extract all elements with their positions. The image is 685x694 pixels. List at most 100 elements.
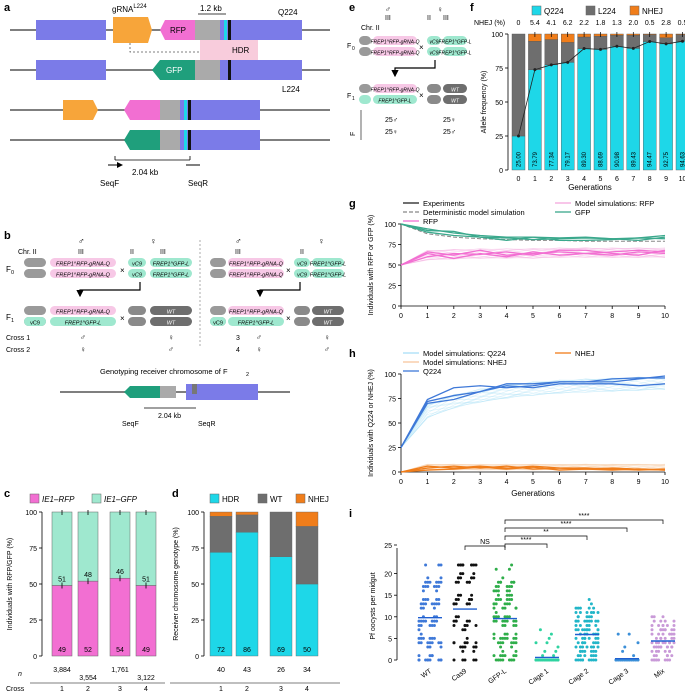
data-point	[496, 580, 500, 584]
data-point	[419, 632, 423, 636]
data-point	[654, 654, 658, 658]
chr-ii-vc9-bot	[427, 47, 441, 56]
legend-model-rfp-label: Model simulations: RFP	[575, 199, 654, 208]
data-point	[456, 598, 460, 602]
x-tick-label: WT	[420, 667, 434, 679]
data-point	[581, 628, 585, 632]
x-tick-label: 8	[610, 479, 614, 486]
cross-label: Cross 2	[6, 347, 30, 354]
bar-value-label: 89.30	[582, 151, 588, 167]
x-tick-label: 10	[661, 313, 669, 320]
data-point	[472, 649, 476, 653]
data-point	[589, 654, 593, 658]
data-point	[426, 576, 430, 580]
data-point	[472, 576, 476, 580]
bar-Q224	[642, 41, 657, 171]
chr-iii-label: III	[160, 249, 166, 256]
data-point	[596, 636, 600, 640]
count-label: 25♂	[385, 117, 398, 124]
data-point	[432, 606, 436, 610]
bar-IE1–GFP	[135, 511, 157, 586]
data-point	[465, 619, 469, 623]
chr-ii-wt-top	[294, 306, 310, 315]
data-point	[470, 576, 474, 580]
chr-ii-bot	[24, 269, 46, 278]
chr-ii-wt-bot	[294, 317, 310, 326]
nhej-value: 2.0	[628, 20, 638, 27]
amplicon-label: 2.04 kb	[158, 413, 181, 420]
data-point	[421, 636, 425, 640]
y-tick-label: 15	[384, 593, 392, 600]
data-point	[510, 580, 514, 584]
amplicon-ticks	[114, 156, 191, 160]
data-point	[663, 628, 667, 632]
data-point	[461, 628, 465, 632]
y-tick-label: 10	[384, 615, 392, 622]
chr-iii-label: III	[443, 15, 449, 22]
data-point	[492, 654, 496, 658]
chr-iii-gfp-label: FREP1^GFP-L	[153, 273, 190, 279]
data-point	[503, 654, 507, 658]
gfp-label: GFP	[166, 66, 182, 75]
data-point	[654, 658, 658, 662]
data-point	[505, 593, 509, 597]
data-point	[461, 649, 465, 653]
count-label: 25♀	[385, 129, 398, 136]
legend-rfp-label: RFP	[423, 217, 438, 226]
data-point	[428, 645, 432, 649]
y-axis-title: Individuals with Q224 or NHEJ (%)	[368, 369, 375, 477]
data-point	[499, 658, 503, 662]
data-point	[650, 615, 654, 619]
data-point	[578, 654, 582, 658]
legend-model-q224-label: Model simulations: Q224	[423, 349, 506, 358]
legend-label-rfp: IE1–RFP	[42, 495, 75, 504]
data-point	[538, 658, 542, 662]
q224-trend-point	[599, 47, 602, 51]
data-point	[574, 636, 578, 640]
data-point	[496, 589, 500, 593]
nhej-value: 4.1	[546, 20, 556, 27]
data-point	[547, 636, 551, 640]
bar-L224	[511, 33, 526, 137]
q224-trend-point	[664, 42, 668, 46]
model-sim-q224	[400, 381, 666, 448]
y-tick-label: 25	[384, 543, 392, 550]
hdr-region	[200, 40, 258, 62]
panel-g-label: g	[349, 198, 356, 210]
chr-iii-rfp	[373, 84, 417, 93]
data-point	[499, 641, 503, 645]
cross-symbol: ×	[419, 91, 424, 100]
data-point	[474, 623, 478, 627]
data-point	[592, 649, 596, 653]
bar-IE1–GFP	[51, 511, 73, 586]
data-point	[578, 610, 582, 614]
data-point	[501, 576, 505, 580]
data-point	[432, 619, 436, 623]
data-point	[459, 593, 463, 597]
data-point	[654, 645, 658, 649]
data-point	[430, 654, 434, 658]
chr-ii-vc9-bot	[128, 269, 146, 278]
bar-value-label: 94.63	[681, 151, 685, 167]
bar-HDR	[235, 531, 259, 657]
significance-label: ****	[579, 513, 590, 520]
data-point	[492, 602, 496, 606]
x-tick-label: 9	[637, 313, 641, 320]
x-tick-label: 7	[584, 313, 588, 320]
chr-ii-wt-bot	[427, 95, 441, 104]
data-point	[494, 619, 498, 623]
cross-sex: ♀	[324, 333, 330, 342]
data-point	[467, 619, 471, 623]
panel-h: h 0 25 50 75 100 0 1 2 3 4 5 6 7 8 9 10 Individuals with…	[345, 346, 685, 506]
data-point	[583, 619, 587, 623]
data-point	[514, 606, 518, 610]
data-point	[472, 645, 476, 649]
model-sim-q224	[400, 378, 666, 448]
bar-L224	[675, 34, 685, 42]
series-line-q224	[400, 377, 665, 448]
data-point	[589, 619, 593, 623]
data-point	[589, 645, 593, 649]
data-point	[494, 589, 498, 593]
x-tick-label: 6	[557, 313, 561, 320]
nhej-value: 0	[517, 20, 521, 27]
